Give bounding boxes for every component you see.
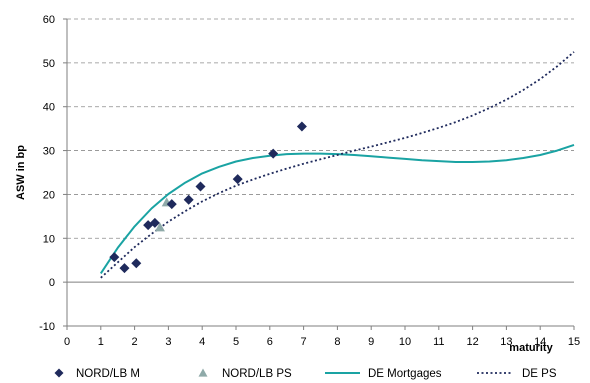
x-tick-label: 6: [267, 336, 273, 348]
point-nord-m: [195, 181, 206, 192]
x-tick-label: 12: [466, 336, 478, 348]
y-tick-label: 30: [43, 146, 55, 158]
y-tick-label: 40: [43, 102, 55, 114]
legend-label-nord-ps: NORD/LB PS: [222, 368, 292, 380]
y-tick-label: 20: [43, 189, 55, 201]
series-line-de-mortgages: [99, 143, 575, 274]
y-axis-title: ASW in bp: [15, 145, 27, 200]
legend: NORD/LB M NORD/LB PS DE Mortgages DE PS: [54, 368, 557, 380]
point-nord-ps: [154, 222, 165, 232]
point-nord-m: [131, 258, 142, 269]
y-tick-label: 10: [43, 233, 55, 245]
x-tick-label: 14: [534, 336, 546, 348]
x-tick-label: 11: [433, 336, 444, 348]
y-tick-label: 60: [43, 14, 55, 26]
legend-item-nord-ps: NORD/LB PS: [198, 368, 292, 380]
legend-diamond-marker: [54, 368, 64, 378]
series-line-de-ps: [100, 51, 575, 279]
y-tick-label: -10: [39, 321, 55, 333]
point-nord-m: [232, 174, 243, 185]
x-tick-label: 5: [233, 336, 239, 348]
x-tick-label: 8: [334, 336, 340, 348]
x-tick-label: 7: [301, 336, 307, 348]
point-nord-m: [183, 194, 194, 205]
plot-series: [99, 51, 575, 279]
x-tick-label: 1: [98, 336, 104, 348]
legend-item-nord-m: NORD/LB M: [54, 368, 140, 380]
point-nord-m: [119, 263, 130, 274]
point-nord-m: [166, 199, 177, 210]
y-tick-label: 50: [43, 58, 55, 70]
x-tick-label: 15: [568, 336, 580, 348]
x-tick-label: 3: [165, 336, 171, 348]
legend-label-de-mortgages: DE Mortgages: [368, 368, 442, 380]
y-tick-label: 0: [49, 277, 55, 289]
point-nord-m: [149, 217, 160, 228]
gridlines: [67, 18, 574, 327]
point-nord-m: [296, 121, 307, 132]
x-tick-label: 9: [368, 336, 374, 348]
legend-triangle-marker: [198, 368, 208, 377]
legend-item-de-ps: DE PS: [477, 368, 557, 380]
legend-item-de-mortgages: DE Mortgages: [325, 368, 442, 380]
legend-label-nord-m: NORD/LB M: [76, 368, 140, 380]
legend-label-de-ps: DE PS: [522, 368, 557, 380]
axes: [66, 19, 574, 327]
x-tick-label: 2: [132, 336, 138, 348]
x-axis-title: maturity: [509, 342, 553, 354]
x-tick-label: 13: [500, 336, 512, 348]
x-tick-label: 4: [199, 336, 205, 348]
point-nord-m: [268, 148, 279, 159]
x-tick-label: 10: [399, 336, 411, 348]
x-tick-label: 0: [64, 336, 70, 348]
point-nord-m: [109, 252, 120, 263]
